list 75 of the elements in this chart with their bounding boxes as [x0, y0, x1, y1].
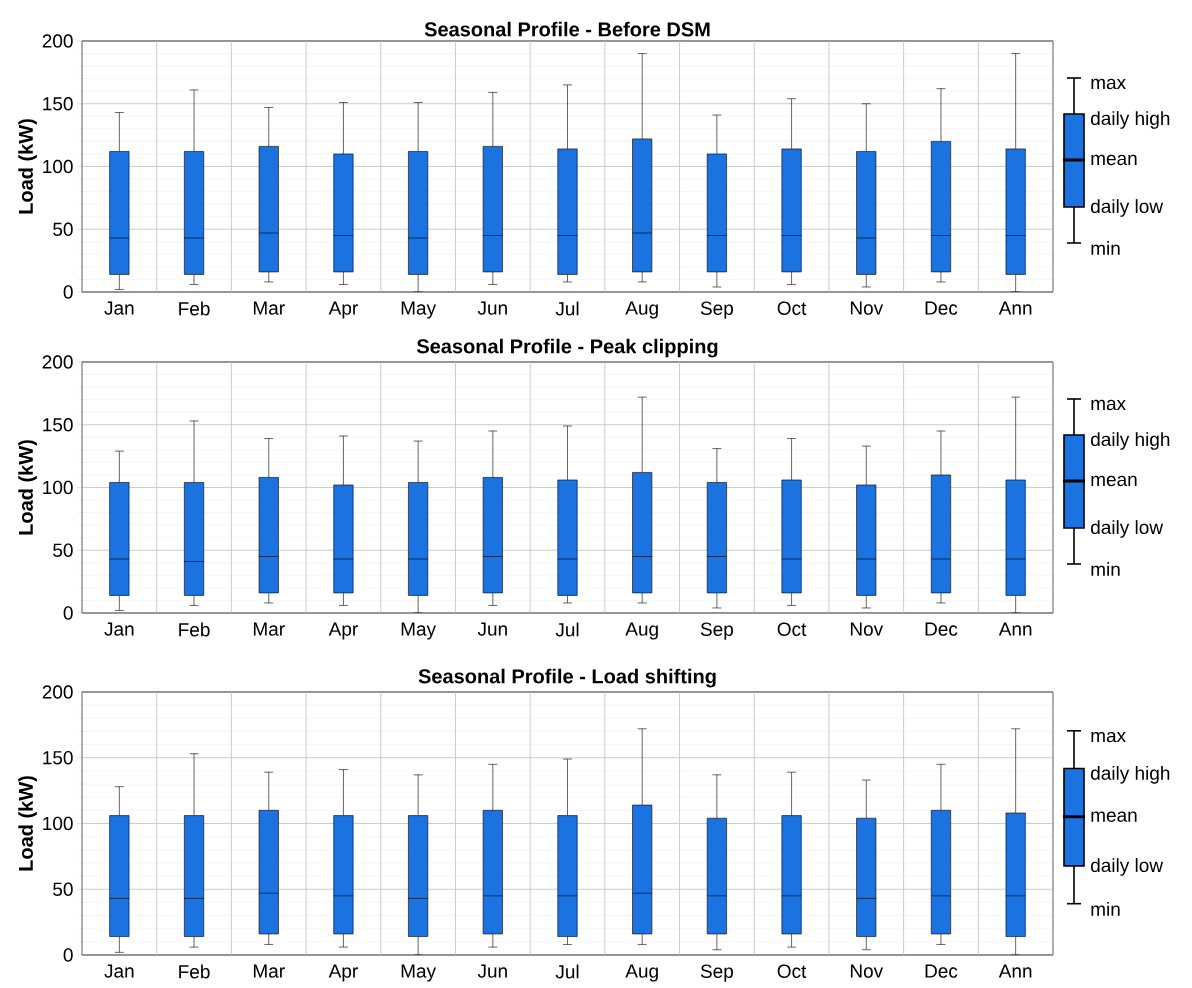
x-tick-label: Dec [925, 301, 958, 315]
text: daily high [1091, 432, 1170, 450]
y-tick-label: 100 [43, 159, 73, 174]
text: max [1091, 731, 1126, 743]
text: min [1091, 241, 1120, 255]
x-tick-label: Oct [777, 622, 807, 636]
x-tick-label: Dec [925, 964, 958, 978]
x-tick-label: Apr [328, 964, 358, 982]
y-axis-title: Load (kW) [18, 119, 37, 214]
x-tick-label: Aug [625, 301, 658, 319]
x-tick-label: May [401, 964, 437, 982]
x-tick-label: Sep [700, 301, 733, 319]
text: daily low [1091, 199, 1164, 217]
text: daily high [1091, 765, 1170, 784]
x-tick-label: Jun [477, 964, 507, 978]
x-tick-label: Sep [700, 964, 733, 982]
chart-title: Seasonal Profile - Load shifting [418, 668, 716, 688]
x-tick-label: Jun [477, 301, 507, 315]
text: mean [1091, 811, 1137, 822]
x-tick-label: Mar [253, 964, 285, 978]
x-tick-label: Mar [253, 622, 285, 636]
x-tick-label: Apr [328, 301, 358, 319]
x-tick-label: May [401, 301, 437, 319]
x-tick-label: Ann [998, 622, 1032, 636]
text: max [1091, 399, 1126, 411]
text: min [1091, 902, 1120, 916]
x-tick-label: Feb [179, 622, 210, 637]
text: mean [1091, 154, 1137, 166]
y-tick-label: 50 [53, 222, 73, 236]
y-tick-label: 200 [42, 355, 73, 369]
x-tick-label: Nov [850, 964, 884, 978]
x-tick-label: Mar [253, 301, 285, 315]
x-tick-label: Nov [850, 301, 884, 315]
text: daily low [1091, 520, 1164, 538]
y-tick-label: 0 [63, 948, 73, 962]
y-tick-label: 100 [43, 816, 73, 831]
x-tick-label: Apr [328, 622, 358, 640]
chart-title: Seasonal Profile - Peak clipping [416, 338, 718, 358]
y-tick-label: 200 [42, 685, 73, 699]
x-tick-label: Sep [700, 622, 733, 640]
x-tick-label: Dec [925, 622, 958, 636]
y-tick-label: 0 [63, 285, 73, 299]
x-tick-label: Jan [104, 622, 134, 636]
y-axis-title: Load (kW) [18, 776, 37, 871]
y-tick-label: 150 [43, 751, 73, 765]
x-tick-label: Aug [625, 964, 658, 982]
x-tick-label: Jul [555, 301, 579, 316]
text: min [1091, 562, 1120, 576]
x-tick-label: May [401, 622, 437, 640]
x-tick-label: Ann [998, 301, 1032, 315]
x-tick-label: Feb [179, 964, 210, 979]
x-tick-label: Oct [777, 964, 807, 978]
y-tick-label: 0 [63, 606, 73, 620]
text: mean [1091, 475, 1137, 487]
x-tick-label: Ann [998, 964, 1032, 978]
y-axis-title: Load (kW) [18, 440, 37, 535]
x-tick-label: Jul [555, 622, 579, 637]
y-tick-label: 100 [43, 480, 73, 495]
x-tick-label: Oct [777, 301, 807, 315]
x-tick-label: Jan [104, 301, 134, 315]
chart-title: Seasonal Profile - Before DSM [424, 21, 710, 37]
x-tick-label: Nov [850, 622, 884, 636]
x-tick-label: Jun [477, 622, 507, 636]
y-tick-label: 150 [43, 97, 73, 111]
x-tick-label: Feb [179, 301, 210, 316]
x-tick-label: Jan [104, 964, 134, 978]
text: max [1091, 78, 1126, 90]
text: daily high [1091, 111, 1170, 129]
y-tick-label: 50 [53, 543, 73, 557]
x-tick-label: Aug [625, 622, 658, 640]
y-tick-label: 50 [53, 882, 73, 896]
y-tick-label: 150 [43, 418, 73, 432]
x-tick-label: Jul [555, 964, 579, 979]
y-tick-label: 200 [42, 34, 73, 48]
text: daily low [1091, 858, 1164, 876]
